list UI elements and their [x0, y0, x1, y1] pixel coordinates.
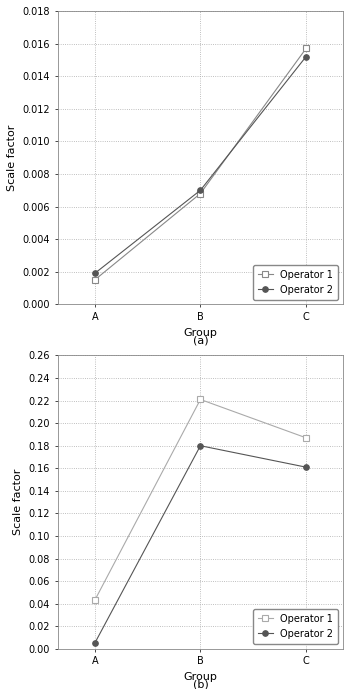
Line: Operator 2: Operator 2 [92, 54, 309, 276]
Text: (b): (b) [193, 680, 208, 689]
Operator 2 [304, 463, 308, 471]
Operator 2 [304, 52, 308, 61]
Operator 2 [198, 442, 203, 450]
Y-axis label: Scale factor: Scale factor [13, 469, 23, 535]
Operator 1 [304, 44, 308, 52]
Text: (a): (a) [193, 336, 208, 345]
Operator 2 [198, 186, 203, 194]
Line: Operator 2: Operator 2 [92, 443, 309, 646]
Operator 1 [93, 596, 97, 604]
Operator 1 [93, 276, 97, 284]
Operator 1 [198, 395, 203, 404]
Legend: Operator 1, Operator 2: Operator 1, Operator 2 [253, 265, 338, 300]
Operator 2 [93, 639, 97, 648]
X-axis label: Group: Group [183, 672, 217, 682]
Y-axis label: Scale factor: Scale factor [7, 125, 17, 191]
Line: Operator 1: Operator 1 [92, 397, 309, 603]
Operator 1 [304, 433, 308, 442]
X-axis label: Group: Group [183, 327, 217, 338]
Line: Operator 1: Operator 1 [92, 45, 309, 282]
Operator 2 [93, 269, 97, 278]
Operator 1 [198, 189, 203, 198]
Legend: Operator 1, Operator 2: Operator 1, Operator 2 [253, 609, 338, 644]
